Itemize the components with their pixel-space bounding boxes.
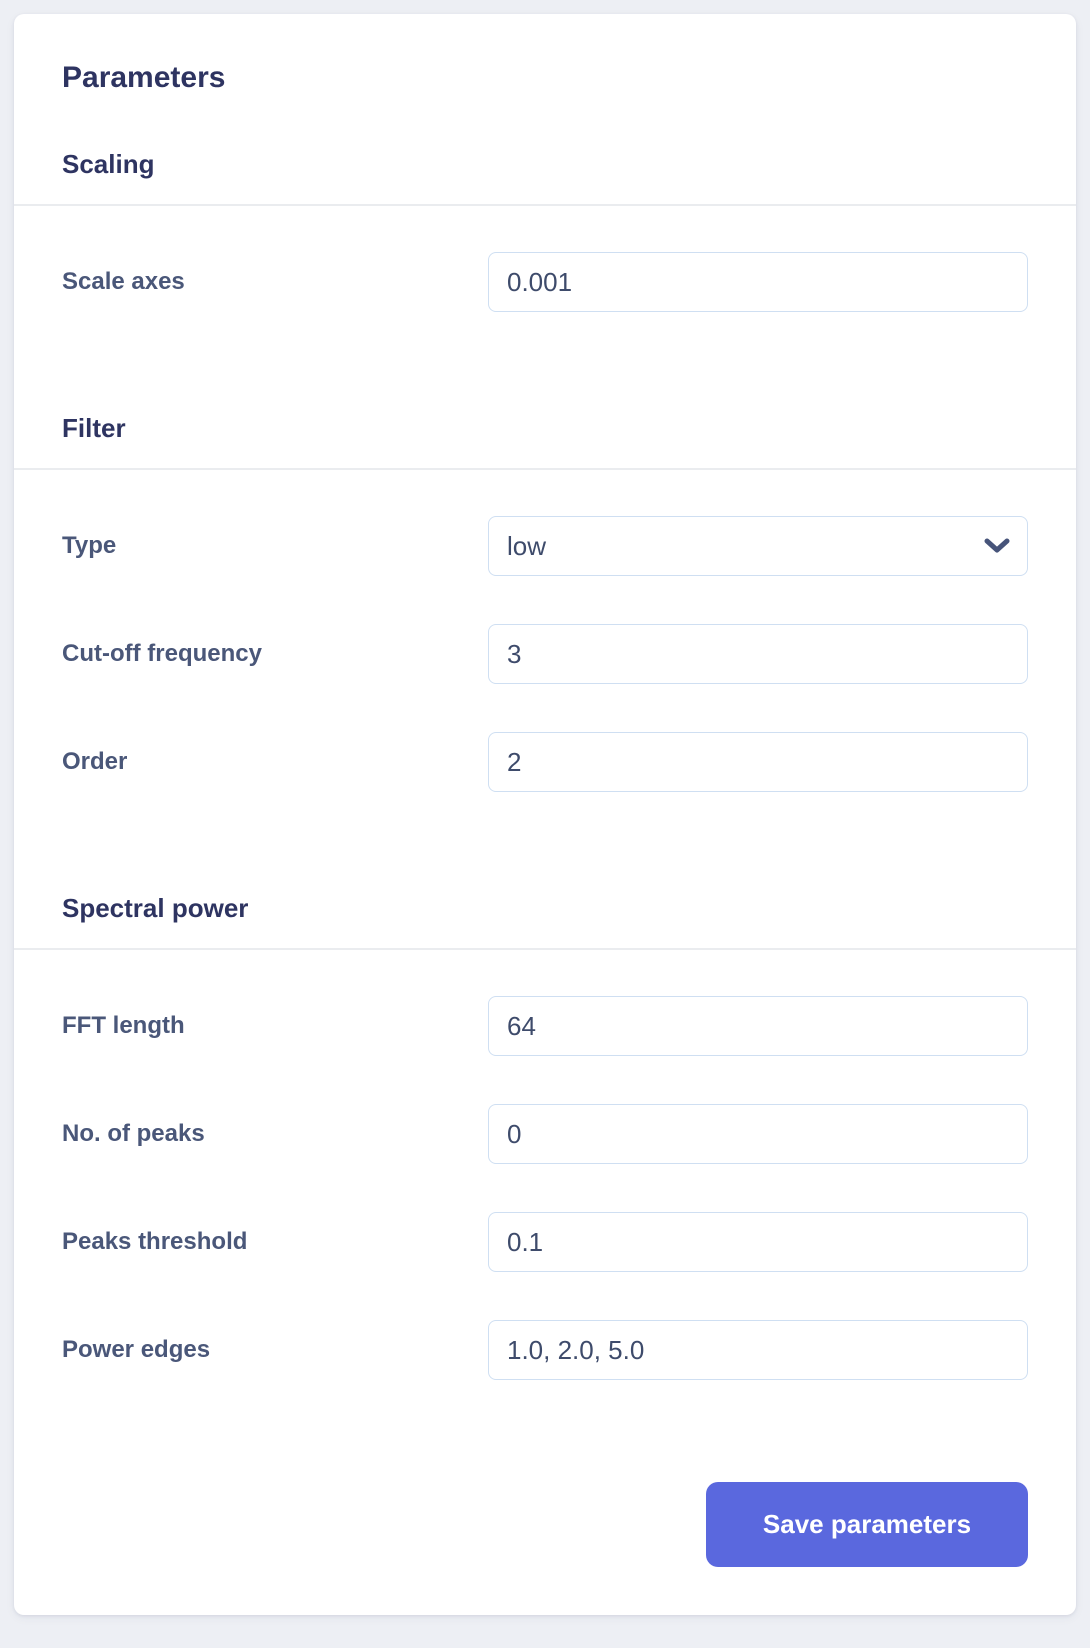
button-row: Save parameters xyxy=(14,1482,1076,1567)
fft-length-input[interactable] xyxy=(488,996,1028,1056)
form-row-power-edges: Power edges xyxy=(14,1320,1076,1380)
section-divider xyxy=(14,948,1076,950)
peaks-threshold-input[interactable] xyxy=(488,1212,1028,1272)
cutoff-frequency-label: Cut-off frequency xyxy=(62,640,262,667)
cutoff-frequency-input[interactable] xyxy=(488,624,1028,684)
filter-type-label: Type xyxy=(62,532,117,559)
form-row-no-of-peaks: No. of peaks xyxy=(14,1104,1076,1164)
order-label: Order xyxy=(62,748,128,775)
no-of-peaks-input[interactable] xyxy=(488,1104,1028,1164)
filter-type-select-wrap: low xyxy=(488,516,1028,576)
power-edges-label: Power edges xyxy=(62,1336,211,1363)
form-row-fft-length: FFT length xyxy=(14,996,1076,1056)
section-heading-filter: Filter xyxy=(62,413,126,443)
scale-axes-input[interactable] xyxy=(488,252,1028,312)
power-edges-input[interactable] xyxy=(488,1320,1028,1380)
peaks-threshold-label: Peaks threshold xyxy=(62,1228,248,1255)
section-scaling: Scaling Scale axes xyxy=(14,148,1076,312)
form-row-scale-axes: Scale axes xyxy=(14,252,1076,312)
save-parameters-button[interactable]: Save parameters xyxy=(706,1482,1028,1567)
scale-axes-label: Scale axes xyxy=(62,268,185,295)
section-heading-spectral-power: Spectral power xyxy=(62,893,249,923)
section-spectral-power: Spectral power FFT length No. of peaks P… xyxy=(14,892,1076,1380)
order-input[interactable] xyxy=(488,732,1028,792)
filter-type-select[interactable]: low xyxy=(488,516,1028,576)
form-row-cutoff-frequency: Cut-off frequency xyxy=(14,624,1076,684)
section-divider xyxy=(14,468,1076,470)
section-divider xyxy=(14,204,1076,206)
form-row-type: Type low xyxy=(14,516,1076,576)
form-row-peaks-threshold: Peaks threshold xyxy=(14,1212,1076,1272)
form-row-order: Order xyxy=(14,732,1076,792)
parameters-card: Parameters Scaling Scale axes Filter Typ… xyxy=(14,14,1076,1615)
page-title: Parameters xyxy=(62,61,226,94)
section-filter: Filter Type low Cut-off frequency Order xyxy=(14,412,1076,792)
no-of-peaks-label: No. of peaks xyxy=(62,1120,205,1147)
fft-length-label: FFT length xyxy=(62,1012,185,1039)
section-heading-scaling: Scaling xyxy=(62,149,155,179)
